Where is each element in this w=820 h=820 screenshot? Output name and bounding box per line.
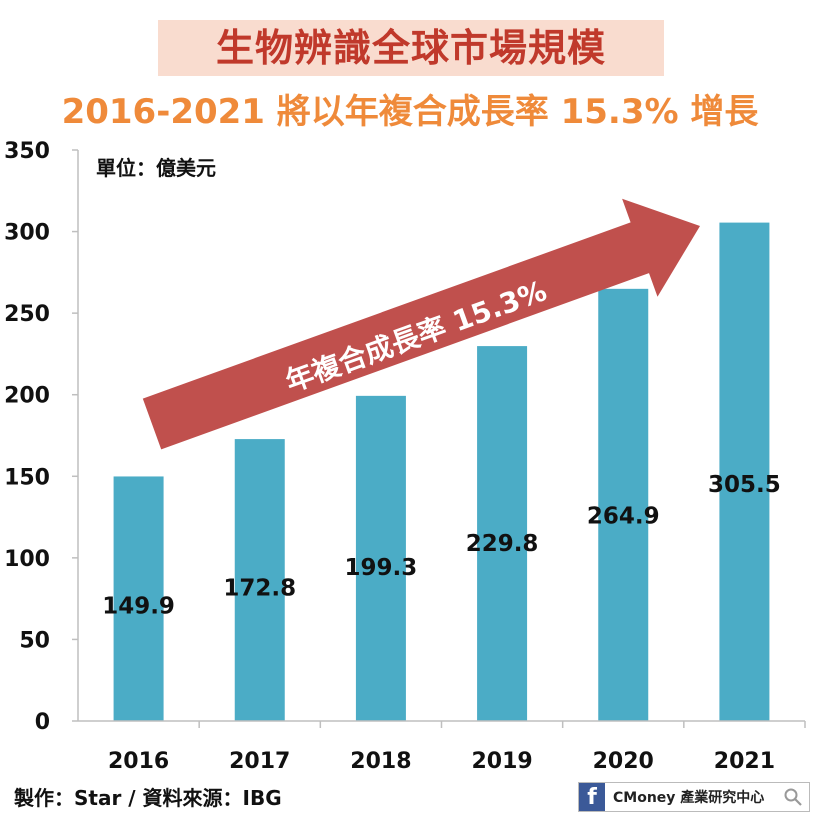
x-tick-label: 2019 — [471, 749, 532, 774]
bar-2021 — [719, 222, 770, 721]
x-tick-label: 2017 — [229, 749, 290, 774]
axes-group: 0 50 100 150 200 250 300 350 2016 2017 2018 2019 202… — [4, 139, 806, 774]
x-tick-label: 2016 — [108, 749, 169, 774]
y-tick-label: 150 — [4, 465, 50, 490]
bars-group — [113, 222, 770, 721]
data-label-2017: 172.8 — [223, 576, 296, 602]
y-tick-label: 50 — [19, 628, 50, 653]
data-label-2016: 149.9 — [102, 594, 175, 620]
data-label-2018: 199.3 — [345, 555, 418, 581]
x-tick-label: 2018 — [350, 749, 411, 774]
facebook-icon: f — [579, 783, 605, 811]
x-tick-label: 2020 — [593, 749, 654, 774]
data-labels-group: 149.9 172.8 199.3 229.8 264.9 305.5 — [102, 472, 781, 620]
bar-2016 — [113, 476, 164, 721]
data-label-2020: 264.9 — [587, 504, 660, 530]
y-tick-label: 0 — [35, 710, 50, 735]
y-tick-label: 100 — [4, 547, 50, 572]
brand-name: CMoney 產業研究中心 — [613, 790, 765, 806]
y-tick-label: 250 — [4, 302, 50, 327]
y-tick-label: 300 — [4, 221, 50, 246]
bar-2018 — [355, 395, 406, 721]
title-background — [158, 20, 664, 76]
data-label-2021: 305.5 — [708, 472, 781, 498]
bar-2019 — [477, 346, 528, 721]
brand-badge[interactable]: f CMoney 產業研究中心 — [578, 782, 810, 812]
growth-arrow-shape — [142, 198, 701, 450]
y-tick-label: 200 — [4, 384, 50, 409]
chart-title: 生物辨識全球市場規模 — [215, 26, 606, 70]
source-note: 製作：Star / 資料來源：IBG — [14, 786, 282, 810]
data-label-2019: 229.8 — [466, 531, 539, 557]
unit-label: 單位：億美元 — [96, 156, 216, 180]
bar-2020 — [598, 288, 649, 721]
bar-2017 — [234, 439, 285, 721]
y-tick-label: 350 — [4, 139, 50, 164]
x-tick-label: 2021 — [714, 749, 775, 774]
search-icon — [784, 788, 802, 806]
chart-subtitle: 2016-2021 將以年複合成長率 15.3% 增長 — [61, 92, 759, 132]
